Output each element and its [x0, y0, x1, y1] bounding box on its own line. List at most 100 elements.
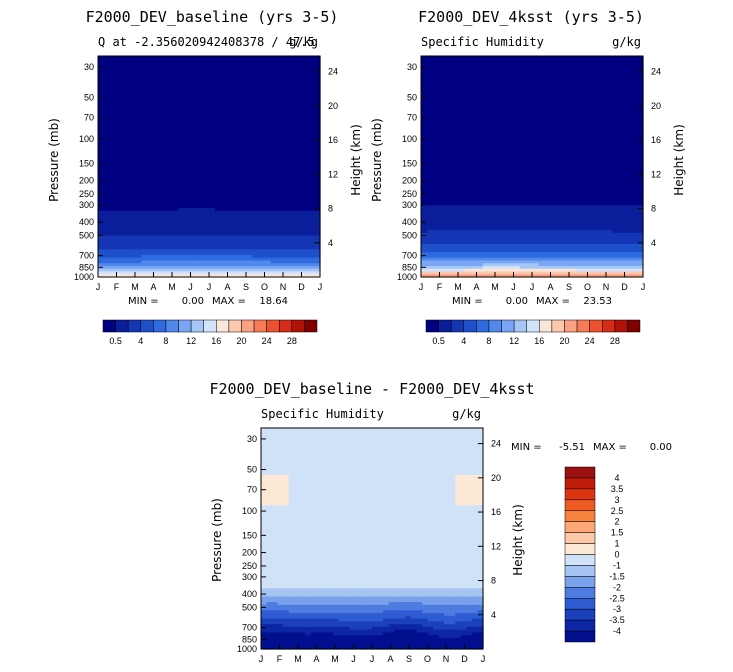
- heatmap-cell: [172, 260, 179, 264]
- heatmap-cell: [172, 241, 179, 245]
- heatmap-cell: [246, 97, 253, 101]
- heatmap-cell: [98, 144, 105, 148]
- heatmap-cell: [476, 80, 484, 85]
- heatmap-cell: [313, 100, 321, 104]
- heatmap-cell: [476, 235, 484, 239]
- heatmap-cell: [196, 78, 204, 82]
- heatmap-cell: [562, 218, 570, 223]
- heatmap-cell: [159, 188, 167, 192]
- heatmap-cell: [172, 232, 179, 237]
- heatmap-cell: [202, 144, 210, 148]
- heatmap-cell: [289, 265, 296, 270]
- heatmap-cell: [495, 86, 502, 90]
- heatmap-cell: [270, 91, 278, 96]
- heatmap-cell: [258, 172, 266, 176]
- heatmap-cell: [239, 260, 247, 264]
- heatmap-cell: [153, 169, 161, 173]
- heatmap-cell: [276, 207, 284, 212]
- heatmap-cell: [562, 224, 570, 228]
- heatmap-cell: [215, 89, 222, 93]
- pressure-tick-label: 400: [79, 217, 94, 227]
- heatmap-cell: [295, 114, 303, 118]
- heatmap-cell: [295, 238, 303, 242]
- heatmap-cell: [221, 252, 229, 256]
- heatmap-cell: [190, 202, 198, 206]
- heatmap-cell: [289, 221, 296, 226]
- heatmap-cell: [476, 249, 484, 253]
- heatmap-cell: [289, 105, 296, 110]
- heatmap-cell: [153, 188, 161, 192]
- heatmap-cell: [283, 235, 290, 239]
- heatmap-cell: [451, 199, 459, 204]
- heatmap-cell: [313, 191, 321, 195]
- heatmap-cell: [221, 69, 229, 74]
- heatmap-cell: [451, 257, 459, 262]
- heatmap-cell: [165, 91, 173, 96]
- heatmap-cell: [501, 144, 508, 148]
- heatmap-cell: [421, 72, 428, 76]
- heatmap-cell: [445, 199, 453, 204]
- heatmap-cell: [264, 174, 272, 179]
- heatmap-cell: [233, 199, 241, 204]
- heatmap-cell: [141, 249, 148, 253]
- heatmap-cell: [98, 257, 105, 262]
- heatmap-cell: [482, 83, 490, 87]
- heatmap-cell: [307, 238, 315, 242]
- heatmap-cell: [178, 224, 185, 228]
- heatmap-cell: [239, 64, 247, 68]
- heatmap-cell: [190, 265, 198, 270]
- heatmap-cell: [178, 183, 185, 187]
- heatmap-cell: [544, 67, 552, 71]
- heatmap-cell: [122, 116, 130, 121]
- heatmap-cell: [227, 160, 235, 165]
- heatmap-cell: [215, 188, 222, 192]
- heatmap-cell: [159, 160, 167, 165]
- heatmap-cell: [470, 133, 478, 137]
- heatmap-cell: [165, 265, 173, 270]
- heatmap-cell: [276, 169, 284, 173]
- heatmap-cell: [458, 61, 465, 65]
- heatmap-cell: [239, 235, 247, 239]
- heatmap-cell: [519, 86, 527, 90]
- heatmap-cell: [556, 80, 564, 85]
- heatmap-cell: [135, 232, 142, 237]
- heatmap-cell: [147, 91, 155, 96]
- heatmap-cell: [433, 210, 441, 215]
- heatmap-cell: [532, 61, 539, 65]
- heatmap-cell: [246, 252, 253, 256]
- heatmap-cell: [458, 235, 465, 239]
- heatmap-cell: [209, 260, 216, 264]
- heatmap-cell: [258, 205, 266, 209]
- heatmap-cell: [98, 147, 105, 151]
- heatmap-cell: [98, 268, 105, 273]
- heatmap-cell: [283, 169, 290, 173]
- heatmap-cell: [501, 254, 508, 259]
- heatmap-cell: [476, 257, 484, 262]
- heatmap-cell: [147, 218, 155, 223]
- heatmap-cell: [190, 238, 198, 242]
- heatmap-cell: [525, 136, 533, 140]
- heatmap-cell: [476, 94, 484, 99]
- heatmap-cell: [178, 97, 185, 101]
- heatmap-cell: [562, 155, 570, 159]
- heatmap-cell: [252, 119, 259, 123]
- heatmap-cell: [116, 61, 124, 65]
- heatmap-cell: [122, 241, 130, 245]
- heatmap-cell: [116, 169, 124, 173]
- heatmap-cell: [190, 100, 198, 104]
- heatmap-cell: [470, 64, 478, 68]
- heatmap-cell: [501, 69, 508, 74]
- heatmap-cell: [482, 130, 490, 134]
- heatmap-cell: [202, 257, 210, 262]
- heatmap-cell: [258, 56, 266, 60]
- heatmap-cell: [495, 216, 502, 220]
- heatmap-cell: [513, 160, 521, 165]
- heatmap-cell: [258, 177, 266, 181]
- heatmap-cell: [122, 64, 130, 68]
- heatmap-cell: [313, 166, 321, 170]
- heatmap-cell: [135, 138, 142, 143]
- heatmap-cell: [445, 89, 453, 93]
- heatmap-cell: [110, 274, 118, 278]
- heatmap-cell: [227, 61, 235, 65]
- heatmap-cell: [135, 252, 142, 256]
